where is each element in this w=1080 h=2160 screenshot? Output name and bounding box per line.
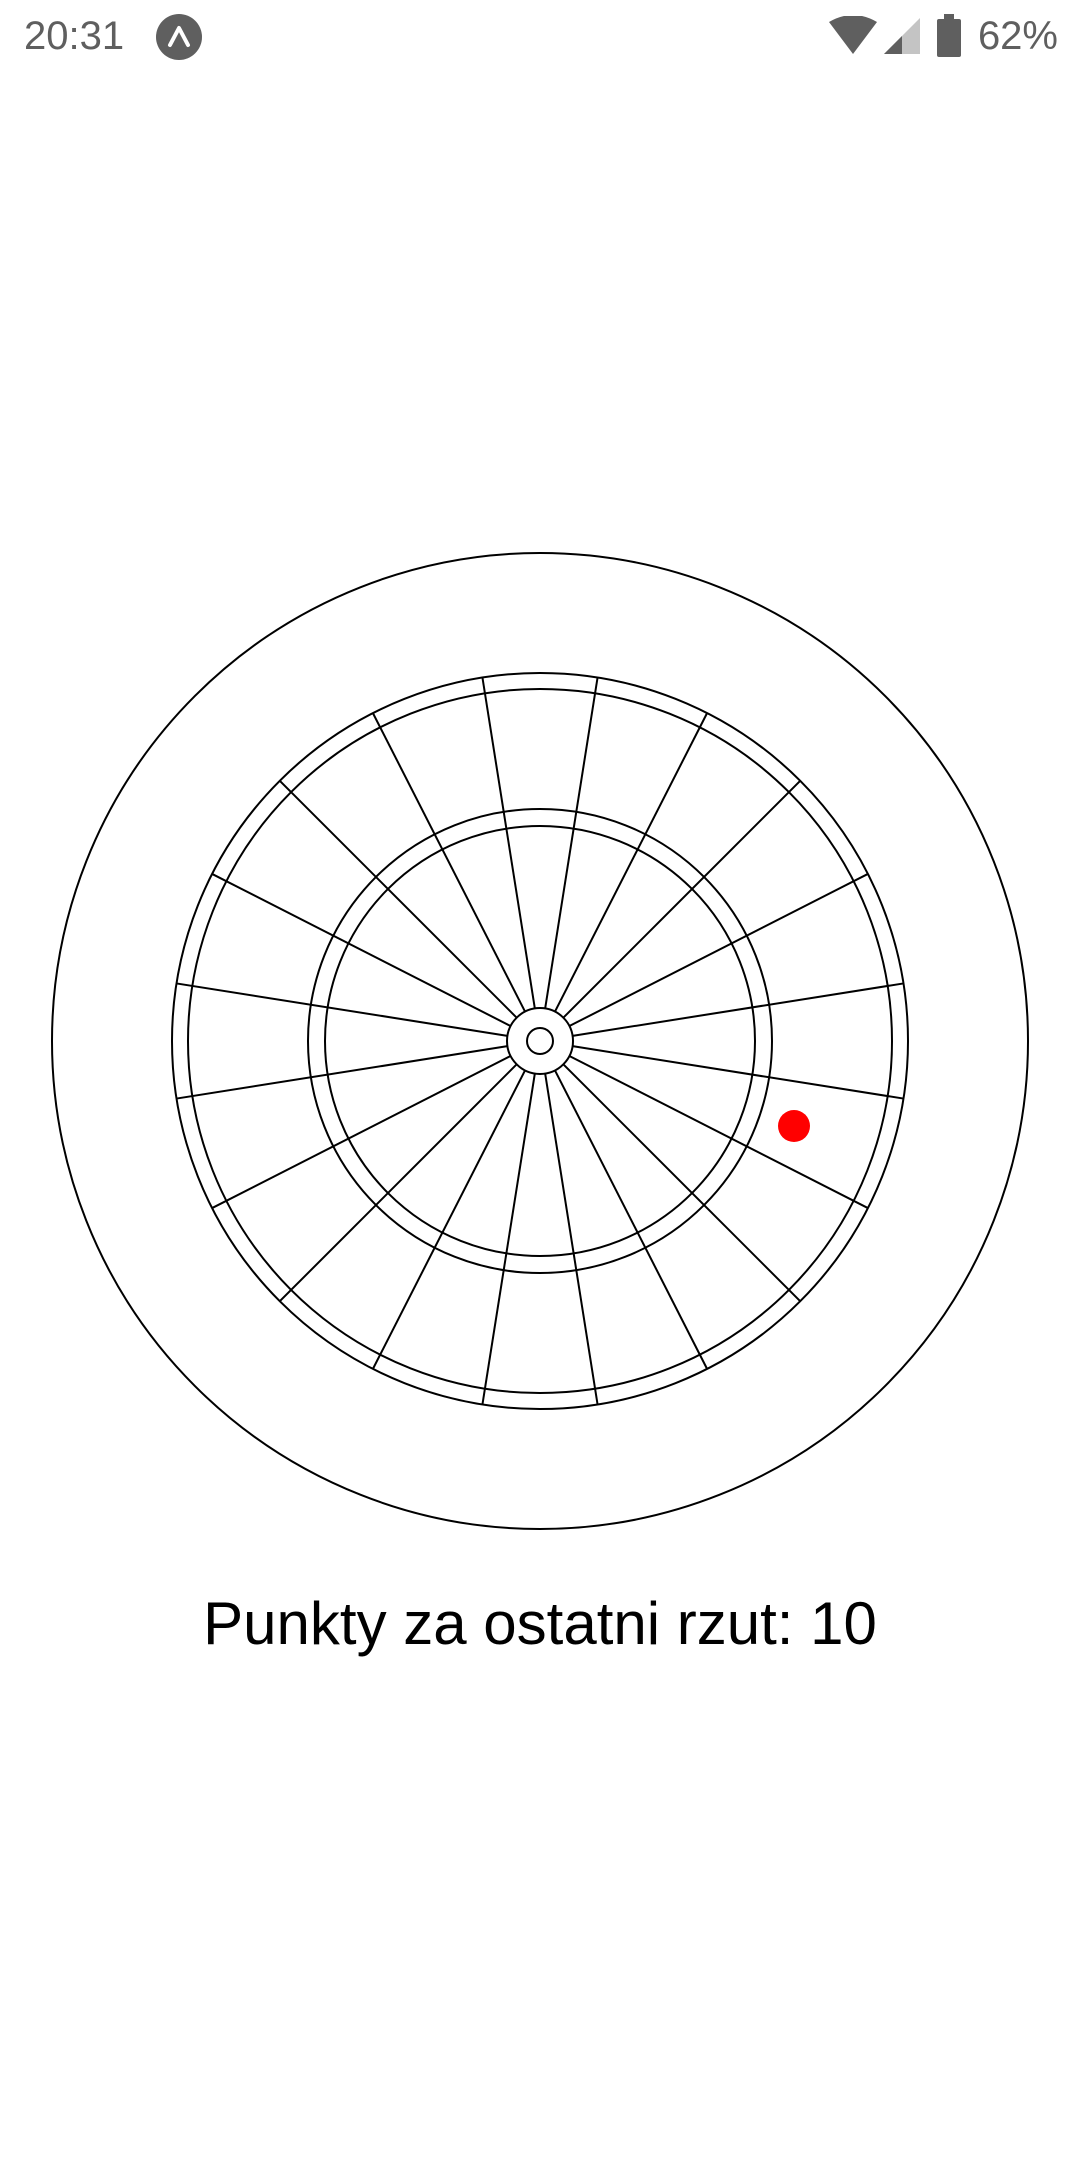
segment-wire — [562, 1063, 801, 1302]
wifi-icon — [828, 16, 877, 54]
segment-wire — [554, 1069, 708, 1370]
segment-wire — [572, 982, 904, 1037]
double-ring-inner — [187, 688, 893, 1394]
segment-wire — [279, 1063, 518, 1302]
expo-icon — [156, 14, 202, 60]
segment-wire — [544, 677, 599, 1009]
last-throw-score: Punkty za ostatni rzut: 10 — [203, 1590, 877, 1657]
segment-wire — [176, 1045, 508, 1100]
segment-wires — [176, 677, 904, 1405]
outer-board-ring — [51, 552, 1029, 1530]
segment-wire — [568, 1055, 869, 1209]
bullseye — [526, 1027, 554, 1055]
outer-bull — [506, 1007, 574, 1075]
battery-percent: 62% — [977, 14, 1058, 58]
segment-wire — [176, 982, 508, 1037]
segment-wire — [481, 1073, 536, 1405]
treble-ring-inner — [324, 825, 756, 1257]
segment-wire — [211, 1055, 512, 1209]
cell-signal-icon — [883, 18, 920, 54]
segment-wire — [481, 677, 536, 1009]
treble-ring-outer — [307, 808, 773, 1274]
segment-wire — [211, 873, 512, 1027]
double-ring-outer — [171, 672, 909, 1410]
battery-icon — [936, 14, 961, 57]
segment-wire — [372, 712, 526, 1013]
status-bar: 20:31 62% — [0, 0, 1080, 72]
status-time: 20:31 — [24, 14, 125, 58]
segment-wire — [279, 780, 518, 1019]
segment-wire — [562, 780, 801, 1019]
segment-wire — [554, 712, 708, 1013]
status-icons: 62% — [828, 12, 1058, 60]
segment-wire — [544, 1073, 599, 1405]
dart-hit-marker — [778, 1110, 810, 1142]
segment-wire — [568, 873, 869, 1027]
segment-wire — [372, 1069, 526, 1370]
segment-wire — [572, 1045, 904, 1100]
dartboard-rings — [51, 552, 1029, 1530]
